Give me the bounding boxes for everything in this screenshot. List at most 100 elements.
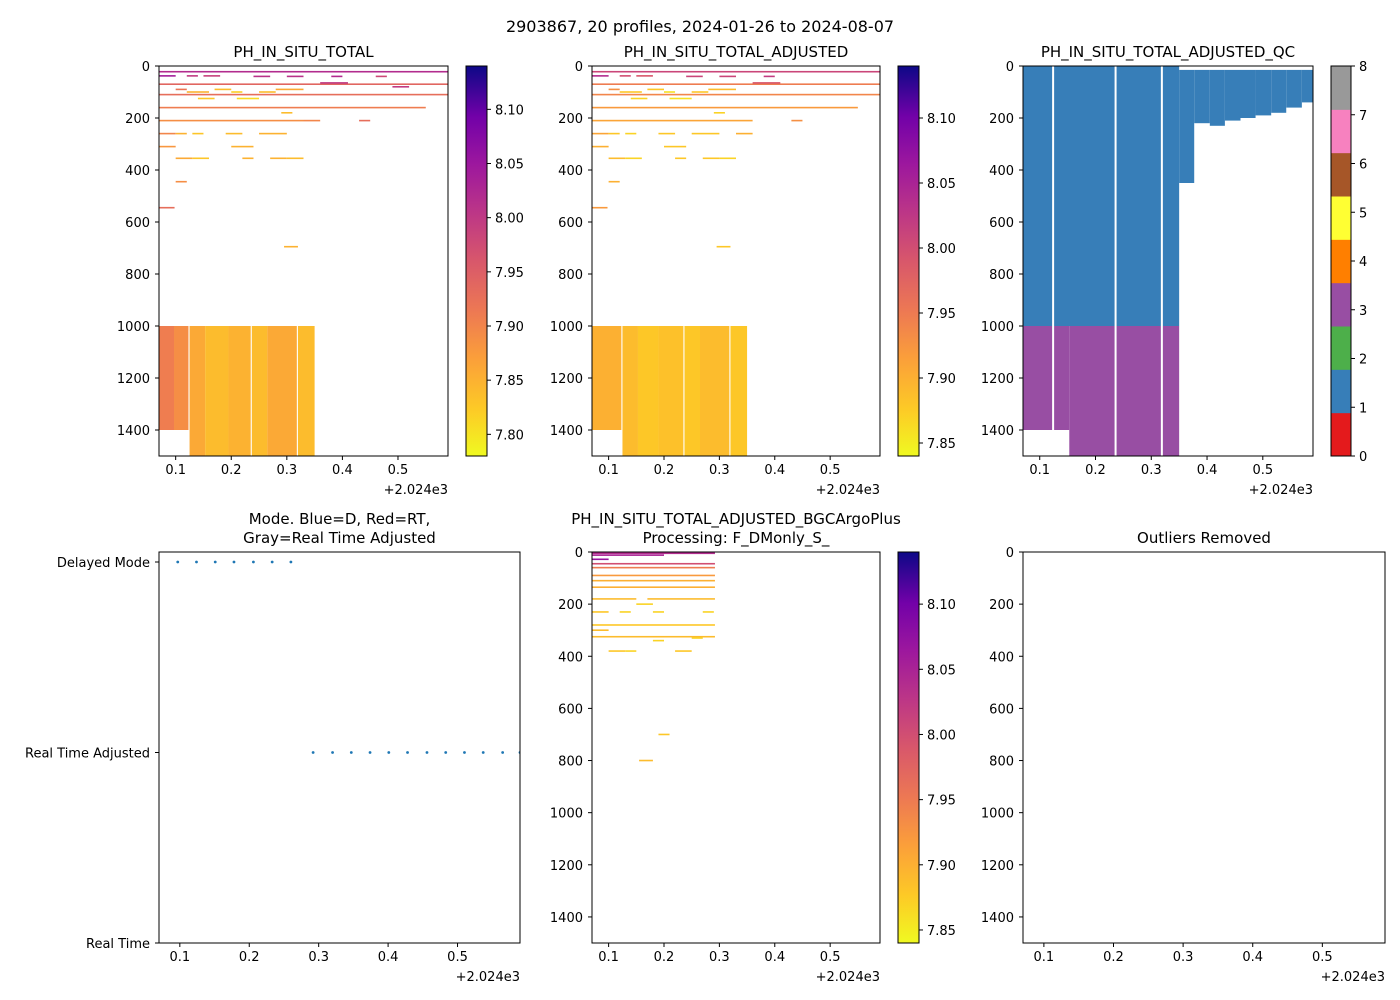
colorbar-frame: [897, 551, 920, 944]
bgc-plot-area: [592, 552, 715, 762]
profile-line: [736, 119, 753, 122]
profile-line: [608, 157, 626, 160]
x-offset-label: +2.024e3: [1321, 970, 1385, 985]
profile-line: [284, 245, 298, 248]
y-tick-label: 600: [989, 702, 1014, 717]
profile-line: [625, 157, 642, 160]
profile-line: [708, 88, 736, 91]
qc-cell: [1023, 326, 1070, 430]
x-tick-label: 0.5: [1252, 463, 1273, 478]
y-tick-label: 1000: [550, 807, 583, 822]
profile-line: [281, 112, 293, 114]
colorbar-gradient: [898, 552, 919, 943]
profile-line: [303, 119, 321, 122]
adjusted-axes-frame: [591, 65, 881, 457]
profile-line: [713, 112, 725, 114]
y-tick-label: 400: [558, 650, 583, 665]
profile-line: [608, 88, 620, 91]
qc-cell: [1023, 66, 1180, 326]
deep-cell: [205, 326, 229, 456]
colorbar-frame: [465, 65, 488, 457]
profile-line: [175, 157, 193, 160]
x-tick-label: 0.2: [221, 463, 242, 478]
profile-line: [242, 157, 254, 160]
colorbar-tick-label: 7.85: [495, 374, 524, 389]
profile-line: [159, 132, 176, 135]
colorbar-tick-label: 8.00: [927, 242, 956, 257]
colorbar-tick-label: 7.85: [927, 437, 956, 452]
profile-line: [592, 83, 880, 85]
profile-line: [592, 93, 880, 96]
profile-line: [192, 157, 210, 160]
y-tick-label: 0: [1006, 546, 1014, 561]
y-tick-label: 1400: [550, 911, 583, 926]
profile-line: [592, 586, 715, 588]
y-tick-label: 200: [558, 112, 583, 127]
mode-point: [311, 751, 315, 754]
profile-line: [592, 132, 609, 135]
raw-plot-area: [159, 70, 448, 456]
y-tick-label: 1400: [981, 911, 1014, 926]
mode-point: [289, 560, 293, 564]
y-tick-label: 200: [989, 598, 1014, 613]
y-tick-label: 800: [558, 268, 583, 283]
x-tick-label: 0.3: [276, 463, 297, 478]
y-tick-label: 1400: [550, 424, 583, 439]
colorbar-segment: [1331, 412, 1351, 457]
colorbar-tick-label: 5: [1359, 206, 1367, 221]
profile-line: [231, 91, 243, 93]
profile-line: [630, 97, 648, 100]
profile-line: [186, 75, 198, 77]
y-tick-label: 800: [558, 755, 583, 770]
x-tick-label: 0.5: [1312, 950, 1333, 965]
profile-line: [286, 75, 304, 78]
mode-point: [481, 751, 485, 754]
profile-line: [214, 88, 232, 91]
profile-line: [608, 650, 626, 652]
profile-line: [592, 629, 609, 631]
profile-line: [716, 245, 731, 248]
x-tick-label: 0.4: [378, 950, 399, 965]
mode-point: [195, 560, 198, 564]
raw-title: PH_IN_SITU_TOTAL: [233, 43, 374, 62]
profile-line: [619, 75, 631, 77]
raw-panel: PH_IN_SITU_TOTAL 0.1 0.2 0.3 0.4 0.5 +2.024e3 0…: [117, 43, 524, 498]
mode-point: [501, 751, 505, 754]
profile-line: [652, 611, 664, 613]
colorbar-tick-label: 8.00: [927, 728, 956, 743]
profile-line: [592, 75, 609, 77]
x-tick-label: 0.1: [598, 950, 619, 965]
profile-line: [592, 562, 715, 565]
profile-line: [763, 75, 775, 78]
mode-title: Mode. Blue=D, Red=RT,: [249, 510, 431, 528]
profile-line: [691, 91, 709, 93]
mode-point: [213, 560, 217, 564]
profile-line: [159, 70, 448, 73]
deep-cell: [174, 326, 189, 430]
profile-line: [159, 75, 176, 77]
profile-line: [592, 598, 637, 600]
colorbar-tick-label: 7.80: [495, 428, 524, 443]
profile-line: [686, 75, 703, 78]
profile-line: [592, 119, 736, 122]
profile-line: [320, 82, 348, 84]
profile-line: [392, 86, 410, 88]
colorbar-segment: [1331, 196, 1351, 240]
deep-cell: [159, 326, 175, 430]
colorbar-frame: [897, 65, 920, 457]
profile-line: [658, 733, 670, 736]
bgc-colorbar: 7.85 7.90 7.95 8.00 8.05 8.10: [897, 551, 956, 944]
x-tick-label: 0.3: [308, 950, 329, 965]
y-tick-label: 1400: [117, 424, 150, 439]
profile-line: [359, 119, 371, 122]
profile-line: [592, 611, 609, 613]
raw-colorbar: 7.80 7.85 7.90 7.95 8.00 8.05 8.10: [465, 65, 524, 457]
mode-point: [270, 560, 274, 564]
mode-panel: Real Time Real Time Adjusted Delayed Mode M…: [25, 510, 521, 985]
bgc-title: Processing: F_DMonly_S_: [643, 529, 830, 548]
y-tick-label: 1200: [117, 372, 150, 387]
x-tick-label: 0.5: [820, 463, 841, 478]
colorbar-tick-label: 7.85: [927, 924, 956, 939]
mode-point: [368, 751, 372, 754]
